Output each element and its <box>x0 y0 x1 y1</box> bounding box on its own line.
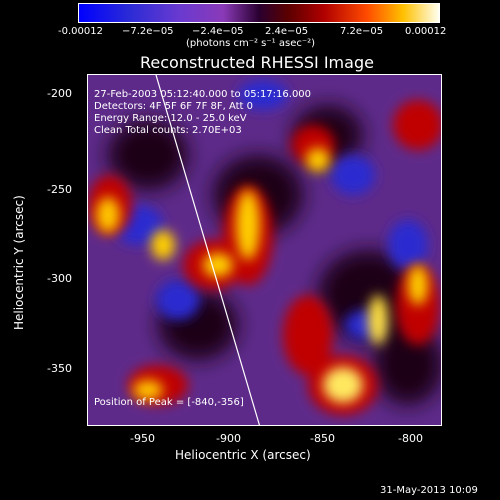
y-tick-label: -250 <box>47 183 72 196</box>
image-canvas <box>88 75 441 425</box>
info-line: Clean Total counts: 2.70E+03 <box>94 125 242 136</box>
limb-line <box>155 75 261 425</box>
colorbar-tick-label: 2.4e−05 <box>265 26 309 37</box>
y-axis-label: Heliocentric Y (arcsec) <box>12 195 26 330</box>
y-tick-label: -300 <box>47 272 72 285</box>
info-line: Detectors: 4F 5F 6F 7F 8F, Att 0 <box>94 101 254 112</box>
x-tick-label: -950 <box>130 432 155 445</box>
rhessi-image: 27-Feb-2003 05:12:40.000 to 05:17:16.000… <box>87 74 442 426</box>
x-axis-label: Heliocentric X (arcsec) <box>175 448 311 462</box>
colorbar <box>78 3 440 23</box>
x-tick-label: -850 <box>310 432 335 445</box>
peak-position: Position of Peak = [-840,-356] <box>94 397 244 408</box>
plot-title: Reconstructed RHESSI Image <box>140 53 374 72</box>
y-tick-label: -350 <box>47 362 72 375</box>
colorbar-units: (photons cm⁻² s⁻¹ asec⁻²) <box>186 38 316 49</box>
y-tick-label: -200 <box>47 87 72 100</box>
colorbar-tick-label: 0.00012 <box>405 26 447 37</box>
timestamp: 31-May-2013 10:09 <box>380 485 478 496</box>
colorbar-tick-label: 7.2e−05 <box>340 26 384 37</box>
info-line: 27-Feb-2003 05:12:40.000 to 05:17:16.000 <box>94 89 312 100</box>
colorbar-tick-label: −7.2e−05 <box>122 26 174 37</box>
x-tick-label: -800 <box>398 432 423 445</box>
colorbar-tick-label: −2.4e−05 <box>192 26 244 37</box>
yellow-regions <box>96 148 428 403</box>
x-tick-label: -900 <box>216 432 241 445</box>
colorbar-tick-label: -0.00012 <box>58 26 103 37</box>
info-line: Energy Range: 12.0 - 25.0 keV <box>94 113 247 124</box>
